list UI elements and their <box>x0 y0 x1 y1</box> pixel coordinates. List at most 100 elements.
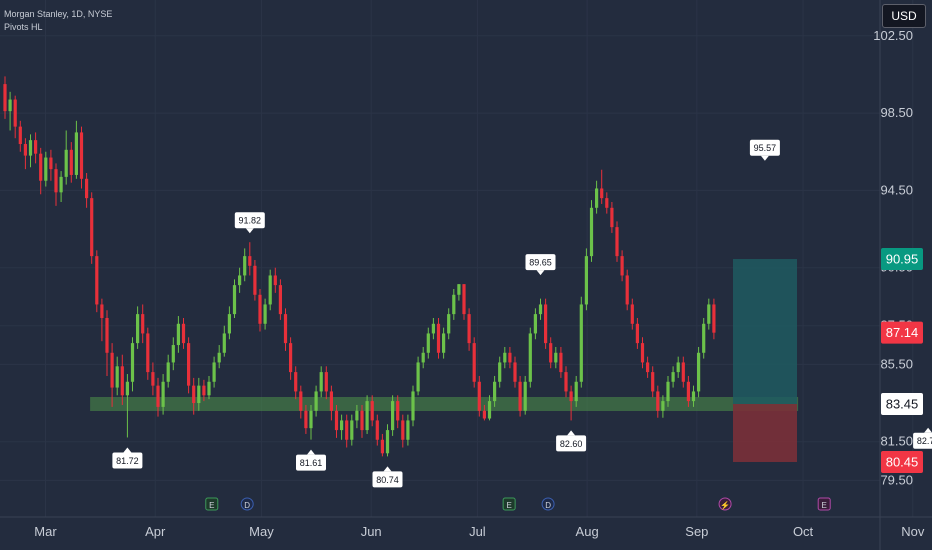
event-marker-label: E <box>822 501 827 510</box>
candle-body <box>411 391 415 421</box>
indicator-name[interactable]: Pivots HL <box>4 22 43 32</box>
candle-body <box>212 362 216 382</box>
candle-body <box>442 333 446 353</box>
price-tick-label: 102.50 <box>873 28 913 43</box>
candle-body <box>232 285 237 315</box>
position-stop-zone[interactable] <box>733 404 797 462</box>
candle-body <box>467 314 471 344</box>
candle-body <box>243 256 247 276</box>
time-tick-label: Jul <box>469 524 486 539</box>
candle-body <box>258 294 262 324</box>
pivot-high-box <box>749 139 780 156</box>
event-markers[interactable]: E D E D ⚡ E <box>205 497 831 511</box>
candle-body <box>345 420 349 440</box>
event-marker-label: D <box>244 501 250 510</box>
candle-body <box>600 188 604 199</box>
event-earnings-icon[interactable]: E <box>502 497 516 511</box>
event-marker-label: E <box>209 501 214 510</box>
candle-body <box>431 323 435 334</box>
candle-body <box>513 362 517 382</box>
candle-body <box>656 391 660 411</box>
candle-body <box>681 362 685 382</box>
pivot-low-box <box>112 452 143 469</box>
currency-button[interactable]: USD <box>882 4 926 28</box>
candle-body <box>176 323 180 346</box>
pivot-label: 91.82 <box>239 216 262 226</box>
candle-body <box>712 304 716 333</box>
candle-body <box>95 256 99 305</box>
pivot-label: 81.61 <box>300 458 323 468</box>
pivot-pointer <box>760 155 769 161</box>
candle-body <box>646 362 650 373</box>
candle-body <box>574 381 578 402</box>
pivot-pointer <box>245 228 254 234</box>
candle-body <box>18 126 22 145</box>
pivot-pointer <box>536 270 545 276</box>
candle-body <box>3 84 7 112</box>
candle-body <box>181 323 186 344</box>
candle-body <box>59 176 63 193</box>
pivot-low-box <box>913 432 932 449</box>
candle-body <box>406 420 410 440</box>
pivot-label: 82.60 <box>560 439 583 449</box>
candle-body <box>115 366 119 388</box>
candle-body <box>396 401 400 421</box>
price-labels: 90.95 87.14 83.45 80.45 <box>881 248 923 473</box>
candle-body <box>493 381 497 402</box>
event-marker-label: ⚡ <box>720 500 730 510</box>
event-marker-shape <box>502 497 516 511</box>
event-dividend-icon[interactable]: D <box>541 497 555 511</box>
candle-body <box>13 99 17 127</box>
candle-body <box>385 430 390 454</box>
event-split-icon[interactable]: ⚡ <box>718 497 732 511</box>
candle-body <box>447 314 451 334</box>
price-tick-label: 85.50 <box>880 356 913 371</box>
time-axis[interactable]: Mar Apr May Jun Jul Aug Sep Oct Nov <box>34 524 925 539</box>
candle-body <box>635 323 639 344</box>
event-marker-label: D <box>545 501 551 510</box>
candle-body <box>676 362 680 373</box>
candle-body <box>426 333 430 353</box>
candle-body <box>477 381 481 411</box>
candle-body <box>350 420 354 440</box>
candle-body <box>595 188 599 208</box>
support-zone-rect <box>90 397 799 411</box>
candle-body <box>187 343 191 386</box>
time-tick-label: Sep <box>685 524 708 539</box>
event-marker-shape <box>205 497 219 511</box>
candle-body <box>472 343 476 382</box>
candle-body <box>523 381 527 411</box>
candle-body <box>304 410 308 429</box>
position-target-zone[interactable] <box>733 259 797 404</box>
candle-body <box>625 275 629 305</box>
support-zone <box>90 397 799 411</box>
candle-body <box>238 275 242 286</box>
candle-body <box>130 343 135 382</box>
time-tick-label: Apr <box>145 524 166 539</box>
candle-body <box>100 304 104 318</box>
candle-body <box>263 304 267 324</box>
candle-body <box>319 372 323 392</box>
candle-body <box>34 140 38 154</box>
candle-body <box>518 381 522 411</box>
price-tick-label: 79.50 <box>880 472 913 487</box>
candle-body <box>554 352 558 363</box>
long-position-tool[interactable] <box>733 259 797 462</box>
candle-body <box>334 410 339 431</box>
candle-body <box>391 401 395 431</box>
candle-body <box>462 284 466 315</box>
time-tick-label: May <box>249 524 274 539</box>
event-earnings-icon[interactable]: E <box>817 497 831 511</box>
candle-body <box>544 304 548 344</box>
event-earnings-icon[interactable]: E <box>205 497 219 511</box>
event-dividend-icon[interactable]: D <box>240 497 254 511</box>
candle-body <box>217 352 221 363</box>
candle-body <box>569 391 573 402</box>
candle-body <box>49 157 53 170</box>
time-tick-label: Aug <box>576 524 599 539</box>
candle-body <box>192 385 196 404</box>
price-label-box <box>881 393 923 415</box>
candles <box>3 76 716 457</box>
candle-body <box>125 381 129 396</box>
